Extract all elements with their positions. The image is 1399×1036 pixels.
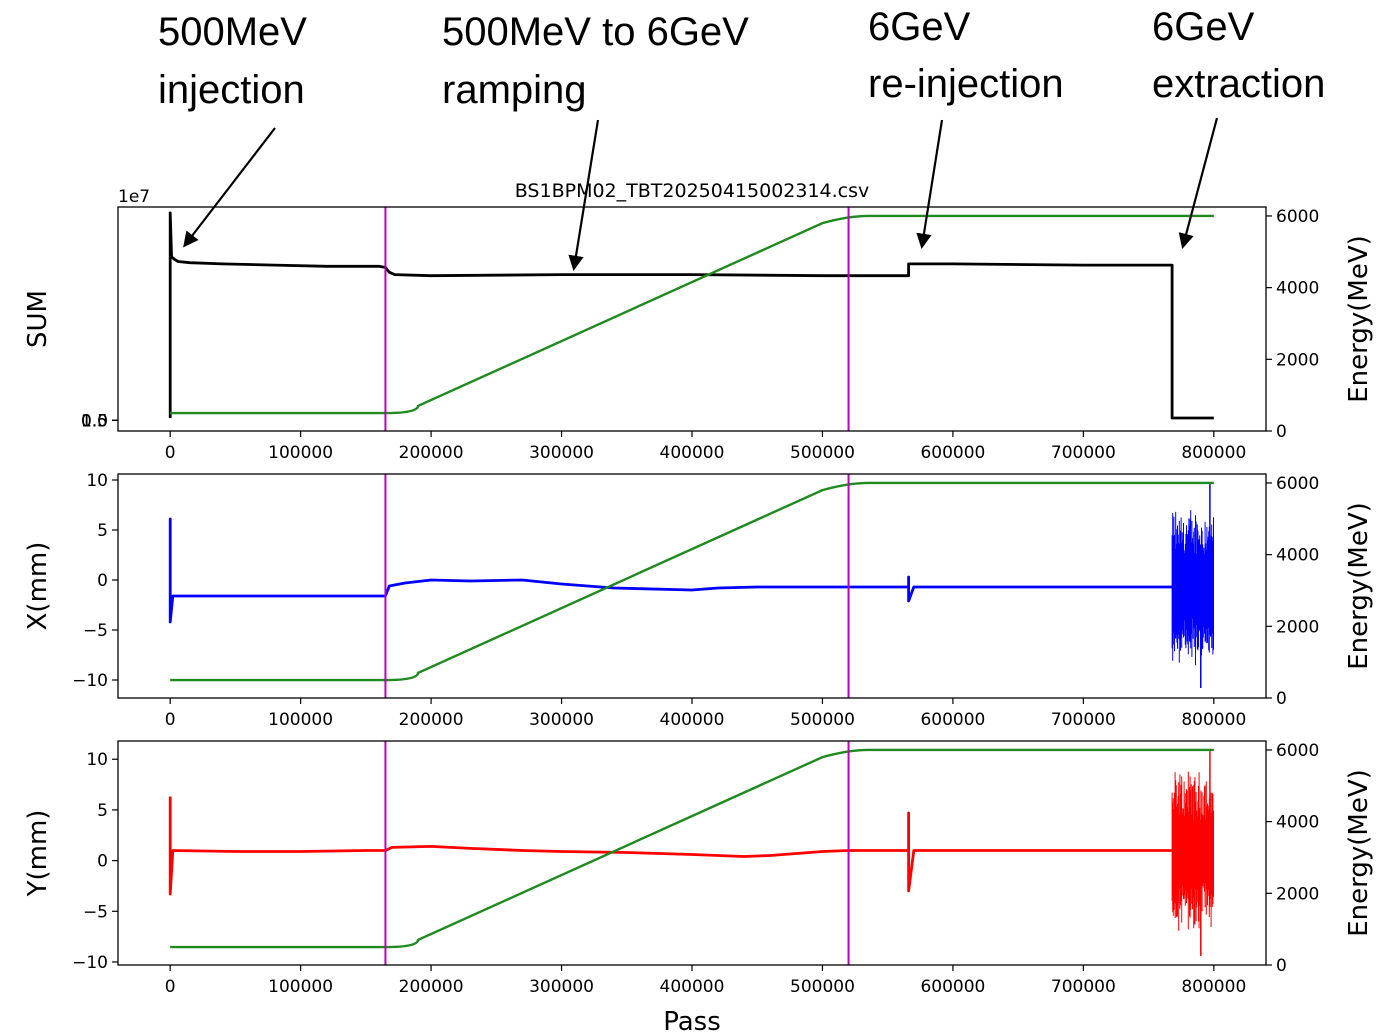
annotation-3-line1: 6GeV xyxy=(868,5,971,49)
axes-frame xyxy=(117,206,1267,432)
x-tick-label: 700000 xyxy=(1051,977,1116,997)
y2-tick-label: 2000 xyxy=(1276,617,1319,637)
x-tick-label: 0 xyxy=(165,710,176,730)
annotation-arrow-1 xyxy=(183,127,276,248)
x-tick-label: 700000 xyxy=(1051,443,1116,463)
x-tick-label: 600000 xyxy=(920,710,985,730)
x-tick-label: 200000 xyxy=(399,443,464,463)
x-tick-label: 0 xyxy=(165,443,176,463)
y2-axis-label: Energy(MeV) xyxy=(1344,502,1374,670)
y2-tick-label: 0 xyxy=(1276,956,1287,976)
x-tick-label: 100000 xyxy=(268,443,333,463)
x-axis-label: Pass xyxy=(663,1007,721,1036)
chart-title: BS1BPM02_TBT20250415002314.csv xyxy=(515,180,870,202)
y-axis-label: X(mm) xyxy=(23,542,53,631)
y-tick-label: 0 xyxy=(97,852,108,872)
y2-tick-label: 2000 xyxy=(1276,884,1319,904)
x-tick-label: 400000 xyxy=(660,443,725,463)
panel-3: 0 100000 200000 300000 400000 500000 600000 700… xyxy=(23,740,1374,1036)
plot-area xyxy=(168,481,1214,688)
x-tick-label: 700000 xyxy=(1051,710,1116,730)
y2-tick-label: 0 xyxy=(1276,689,1287,709)
y-axis-label: SUM xyxy=(23,290,53,348)
energy-line xyxy=(170,481,1214,682)
annotation-1-line2: injection xyxy=(158,68,305,112)
y-tick-label: −10 xyxy=(72,953,108,973)
x-tick-label: 500000 xyxy=(790,443,855,463)
plot-area xyxy=(168,748,1214,956)
y2-axis-label: Energy(MeV) xyxy=(1344,235,1374,403)
y2-tick-label: 4000 xyxy=(1276,813,1319,833)
y-tick-label: 1.5 xyxy=(81,411,108,431)
annotation-arrow-4 xyxy=(1178,117,1219,249)
y-tick-label: −10 xyxy=(72,671,108,691)
x-tick-label: 300000 xyxy=(529,710,594,730)
x-tick-label: 500000 xyxy=(790,710,855,730)
data-line xyxy=(168,211,1214,420)
y-tick-label: 0.5 xyxy=(81,411,108,431)
x-tick-label: 600000 xyxy=(920,443,985,463)
y2-tick-label: 6000 xyxy=(1276,207,1319,227)
x-tick-label: 300000 xyxy=(529,443,594,463)
annotation-2-line1: 500MeV to 6GeV xyxy=(442,10,749,54)
x-tick-label: 800000 xyxy=(1181,443,1246,463)
x-tick-label: 500000 xyxy=(790,977,855,997)
x-tick-label: 800000 xyxy=(1181,977,1246,997)
y2-tick-label: 4000 xyxy=(1276,279,1319,299)
annotation-1-line1: 500MeV xyxy=(158,10,307,54)
y-tick-label: 0 xyxy=(97,571,108,591)
x-tick-label: 200000 xyxy=(399,710,464,730)
y-axis-label: Y(mm) xyxy=(23,810,53,898)
x-tick-label: 100000 xyxy=(268,710,333,730)
x-tick-label: 400000 xyxy=(660,977,725,997)
y2-tick-label: 4000 xyxy=(1276,546,1319,566)
y-tick-label: 5 xyxy=(97,521,108,541)
annotation-arrow-2 xyxy=(568,119,600,272)
x-tick-label: 400000 xyxy=(660,710,725,730)
offset-text: 1e7 xyxy=(118,187,150,207)
y-tick-label: 1.0 xyxy=(81,411,108,431)
y2-tick-label: 6000 xyxy=(1276,741,1319,761)
annotation-3-line2: re-injection xyxy=(868,62,1064,106)
y-tick-label: −5 xyxy=(83,902,108,922)
panel-1: 0 100000 200000 300000 400000 500000 600000 700… xyxy=(23,180,1374,463)
y-tick-label: 5 xyxy=(97,801,108,821)
x-tick-label: 200000 xyxy=(399,977,464,997)
x-tick-label: 800000 xyxy=(1181,710,1246,730)
oscillation-band xyxy=(1171,510,1214,666)
panel-2: 0 100000 200000 300000 400000 500000 600000 700… xyxy=(23,471,1374,730)
oscillation-band xyxy=(1171,771,1214,931)
annotation-4-line2: extraction xyxy=(1152,62,1325,106)
x-tick-label: 300000 xyxy=(529,977,594,997)
x-tick-label: 600000 xyxy=(920,977,985,997)
energy-line xyxy=(170,214,1214,415)
y2-tick-label: 0 xyxy=(1276,422,1287,442)
y-tick-label: 10 xyxy=(86,471,108,491)
data-line xyxy=(168,796,1173,896)
y2-axis-label: Energy(MeV) xyxy=(1344,769,1374,937)
energy-line xyxy=(170,748,1214,949)
y2-tick-label: 6000 xyxy=(1276,474,1319,494)
y-tick-label: 10 xyxy=(86,750,108,770)
y-tick-label: −5 xyxy=(83,621,108,641)
data-line xyxy=(168,517,1173,624)
axes-frame xyxy=(117,740,1267,966)
annotation-4-line1: 6GeV xyxy=(1152,5,1255,49)
annotations: 500MeV injection 500MeV to 6GeV ramping 6GeV… xyxy=(158,5,1325,272)
x-tick-label: 0 xyxy=(165,977,176,997)
plot-area xyxy=(168,211,1214,420)
x-tick-label: 100000 xyxy=(268,977,333,997)
annotation-2-line2: ramping xyxy=(442,68,587,112)
annotation-arrow-3 xyxy=(916,119,944,250)
y2-tick-label: 2000 xyxy=(1276,350,1319,370)
y-tick-label: 0.0 xyxy=(81,411,108,431)
